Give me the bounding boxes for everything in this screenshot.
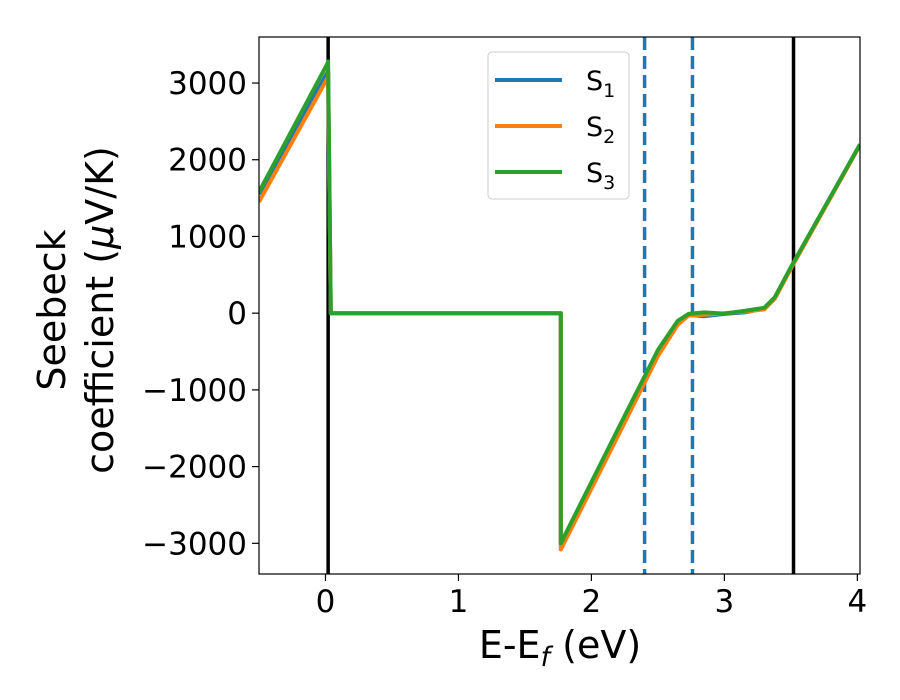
y-tick-label: 3000 (168, 66, 247, 102)
y-tick-label: 1000 (168, 219, 247, 255)
y-tick-label: 2000 (168, 143, 247, 179)
y-axis-title-line1: Seebeck (30, 229, 74, 390)
y-tick-label: −3000 (142, 526, 247, 562)
x-tick-label: 1 (449, 584, 469, 620)
legend-label-s3: S3 (586, 158, 615, 194)
x-tick-label: 2 (582, 584, 602, 620)
y-axis-title: Seebeck coefficient (μV/K) (30, 146, 122, 474)
x-axis: 0 1 2 3 4 (316, 574, 867, 620)
y-axis: −3000 −2000 −1000 0 1000 2000 3000 (142, 66, 259, 562)
y-tick-label: −1000 (142, 373, 247, 409)
x-tick-label: 4 (847, 584, 867, 620)
y-tick-label: 0 (227, 296, 247, 332)
y-tick-label: −2000 (142, 450, 247, 486)
plot-frame (258, 36, 861, 575)
x-tick-label: 0 (316, 584, 336, 620)
data-series (259, 59, 860, 552)
legend-label-s1: S1 (586, 66, 615, 102)
x-tick-label: 3 (715, 584, 735, 620)
series-line-s3 (259, 59, 860, 546)
legend: S1 S2 S3 (487, 51, 630, 200)
x-axis-title: E-Ef (eV) (479, 623, 641, 673)
legend-label-s2: S2 (586, 112, 615, 148)
y-axis-title-line2: coefficient (μV/K) (78, 146, 122, 474)
